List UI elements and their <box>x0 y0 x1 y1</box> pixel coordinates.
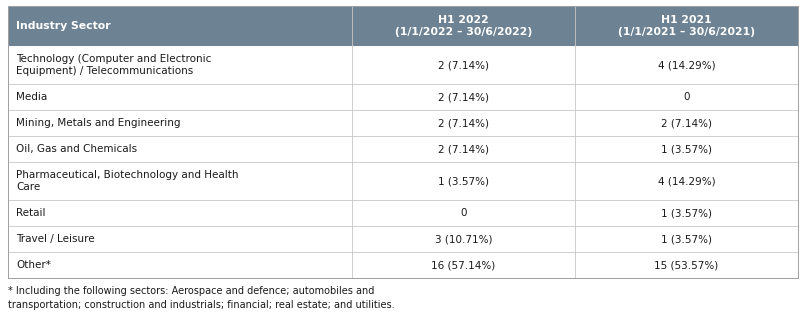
Text: 4 (14.29%): 4 (14.29%) <box>658 60 716 70</box>
Text: 2 (7.14%): 2 (7.14%) <box>438 118 489 128</box>
Text: 2 (7.14%): 2 (7.14%) <box>438 144 489 154</box>
Text: Other*: Other* <box>16 260 51 270</box>
Text: Media: Media <box>16 92 48 102</box>
Text: 1 (3.57%): 1 (3.57%) <box>661 234 713 244</box>
Text: 2 (7.14%): 2 (7.14%) <box>438 60 489 70</box>
Text: 1 (3.57%): 1 (3.57%) <box>661 208 713 218</box>
Text: 2 (7.14%): 2 (7.14%) <box>438 92 489 102</box>
Text: 1 (3.57%): 1 (3.57%) <box>438 176 489 186</box>
Text: Mining, Metals and Engineering: Mining, Metals and Engineering <box>16 118 181 128</box>
Text: 0: 0 <box>683 92 690 102</box>
Text: 0: 0 <box>460 208 467 218</box>
Text: 2 (7.14%): 2 (7.14%) <box>661 118 713 128</box>
Text: H1 2021
(1/1/2021 – 30/6/2021): H1 2021 (1/1/2021 – 30/6/2021) <box>618 15 755 37</box>
Bar <box>8 6 351 46</box>
Text: Oil, Gas and Chemicals: Oil, Gas and Chemicals <box>16 144 137 154</box>
Text: H1 2022
(1/1/2022 – 30/6/2022): H1 2022 (1/1/2022 – 30/6/2022) <box>395 15 532 37</box>
Text: 1 (3.57%): 1 (3.57%) <box>661 144 713 154</box>
Text: Pharmaceutical, Biotechnology and Health
Care: Pharmaceutical, Biotechnology and Health… <box>16 170 239 192</box>
Text: 15 (53.57%): 15 (53.57%) <box>654 260 719 270</box>
Text: 16 (57.14%): 16 (57.14%) <box>431 260 496 270</box>
Text: Travel / Leisure: Travel / Leisure <box>16 234 94 244</box>
Text: 3 (10.71%): 3 (10.71%) <box>434 234 492 244</box>
Text: Retail: Retail <box>16 208 46 218</box>
Text: 4 (14.29%): 4 (14.29%) <box>658 176 716 186</box>
Text: Technology (Computer and Electronic
Equipment) / Telecommunications: Technology (Computer and Electronic Equi… <box>16 54 211 76</box>
Bar <box>575 6 798 46</box>
Text: * Including the following sectors: Aerospace and defence; automobiles and
transp: * Including the following sectors: Aeros… <box>8 286 395 310</box>
Text: Industry Sector: Industry Sector <box>16 21 110 31</box>
Bar <box>351 6 575 46</box>
